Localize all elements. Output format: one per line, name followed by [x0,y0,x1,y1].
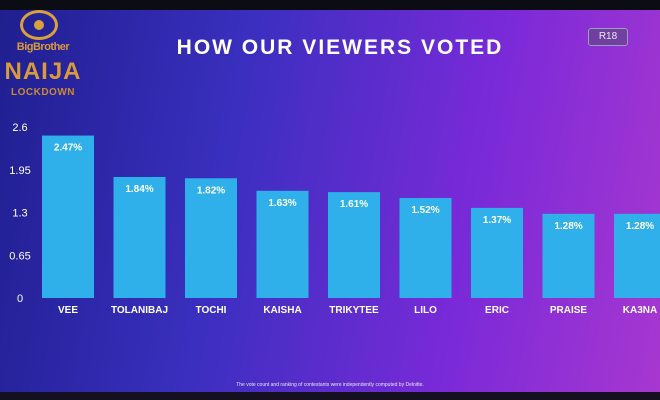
data-label: 1.63% [268,198,296,209]
eye-icon [20,10,58,40]
x-tick-label: TRIKYTEE [329,305,379,316]
x-tick-label: KAISHA [263,305,301,316]
logo-line-lockdown: LOCKDOWN [11,87,75,98]
x-tick-label: KA3NA [623,305,657,316]
x-tick-label: PRAISE [550,305,588,316]
y-tick-label: 1.95 [9,165,30,177]
bar-vee [42,135,94,298]
screen-bezel-top [0,0,660,10]
bar-tochi [185,178,237,298]
data-label: 1.52% [411,205,439,216]
logo-line-brand: BigBrother [16,41,70,53]
data-label: 2.47% [54,143,82,154]
data-label: 1.37% [483,215,511,226]
data-label: 1.28% [626,221,654,232]
x-tick-label: LILO [414,305,437,316]
data-label: 1.84% [125,184,153,195]
bar-tolanibaj [113,176,166,298]
rating-badge: R18 [588,28,628,46]
show-logo: BigBrother NAIJA LOCKDOWN [4,8,82,100]
x-tick-label: ERIC [485,305,509,316]
chart-title: HOW OUR VIEWERS VOTED [176,36,504,59]
bar-lilo [399,198,452,298]
y-tick-label: 0.65 [9,250,30,262]
bar-ka3na [614,213,660,298]
logo-line-naija: NAIJA [4,58,82,85]
footnote: The vote count and ranking of contestant… [236,382,424,388]
x-tick-label: TOLANIBAJ [111,305,168,316]
x-tick-label: VEE [58,305,78,316]
data-label: 1.82% [197,185,225,196]
bar-kaisha [256,190,309,298]
y-tick-label: 1.3 [12,208,27,220]
bar-trikytee [328,192,380,298]
data-label: 1.61% [340,199,368,210]
y-tick-label: 0 [17,293,23,305]
bar-praise [542,213,595,298]
data-label: 1.28% [554,221,582,232]
bar-eric [471,207,523,298]
y-tick-label: 2.6 [12,122,27,134]
screen-bezel-bottom [0,392,660,400]
x-tick-label: TOCHI [196,305,227,316]
